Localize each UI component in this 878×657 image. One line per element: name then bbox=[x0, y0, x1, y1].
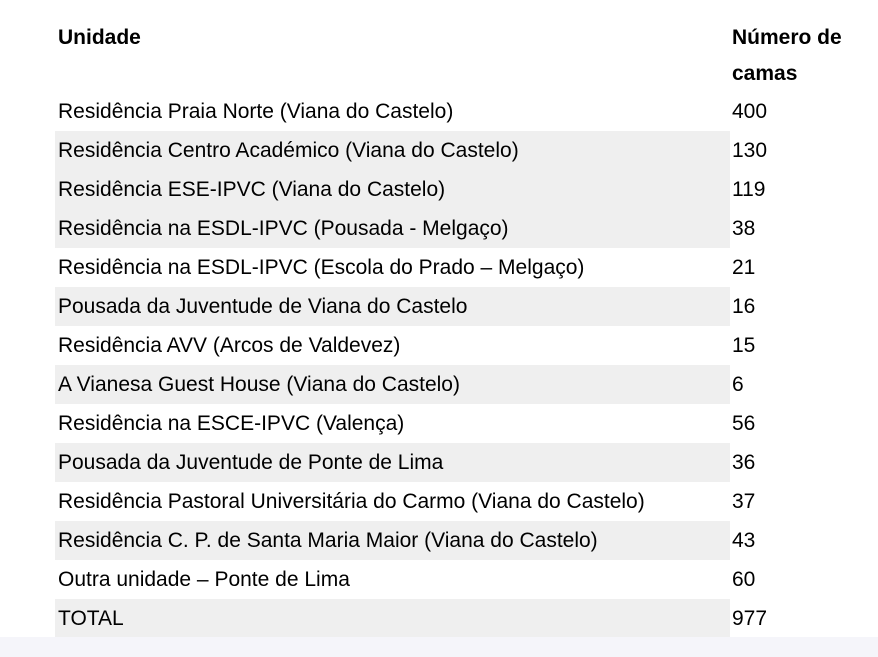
table-row: Outra unidade – Ponte de Lima 60 bbox=[55, 560, 855, 599]
table-row: Residência Praia Norte (Viana do Castelo… bbox=[55, 92, 855, 131]
unit-cell: Residência AVV (Arcos de Valdevez) bbox=[55, 326, 730, 365]
beds-cell: 21 bbox=[730, 248, 855, 287]
table-row: A Vianesa Guest House (Viana do Castelo)… bbox=[55, 365, 855, 404]
header-row: Unidade Número de camas bbox=[55, 20, 855, 92]
table-row: Pousada da Juventude de Ponte de Lima 36 bbox=[55, 443, 855, 482]
unit-cell: Residência na ESDL-IPVC (Pousada - Melga… bbox=[55, 209, 730, 248]
unit-cell: Residência na ESDL-IPVC (Escola do Prado… bbox=[55, 248, 730, 287]
unit-cell: A Vianesa Guest House (Viana do Castelo) bbox=[55, 365, 730, 404]
unit-cell: TOTAL bbox=[55, 599, 730, 638]
beds-table: Unidade Número de camas Residência Praia… bbox=[55, 20, 855, 638]
table-header: Unidade Número de camas bbox=[55, 20, 855, 92]
beds-cell: 130 bbox=[730, 131, 855, 170]
table-row: Residência C. P. de Santa Maria Maior (V… bbox=[55, 521, 855, 560]
beds-cell: 400 bbox=[730, 92, 855, 131]
table-row: Residência ESE-IPVC (Viana do Castelo) 11… bbox=[55, 170, 855, 209]
table-body: Residência Praia Norte (Viana do Castelo… bbox=[55, 92, 855, 638]
table-row: Residência na ESDL-IPVC (Pousada - Melga… bbox=[55, 209, 855, 248]
table-row: Pousada da Juventude de Viana do Castelo… bbox=[55, 287, 855, 326]
table-row: Residência Pastoral Universitária do Car… bbox=[55, 482, 855, 521]
table-row: Residência na ESDL-IPVC (Escola do Prado… bbox=[55, 248, 855, 287]
table-row: Residência AVV (Arcos de Valdevez) 15 bbox=[55, 326, 855, 365]
beds-cell: 60 bbox=[730, 560, 855, 599]
table-row: Residência na ESCE-IPVC (Valença) 56 bbox=[55, 404, 855, 443]
unit-cell: Outra unidade – Ponte de Lima bbox=[55, 560, 730, 599]
beds-cell: 977 bbox=[730, 599, 855, 638]
beds-cell: 56 bbox=[730, 404, 855, 443]
column-header-numero-de-camas: Número de camas bbox=[730, 20, 855, 92]
beds-cell: 37 bbox=[730, 482, 855, 521]
unit-cell: Residência Praia Norte (Viana do Castelo… bbox=[55, 92, 730, 131]
unit-cell: Residência C. P. de Santa Maria Maior (V… bbox=[55, 521, 730, 560]
unit-cell: Pousada da Juventude de Viana do Castelo bbox=[55, 287, 730, 326]
unit-cell: Residência na ESCE-IPVC (Valença) bbox=[55, 404, 730, 443]
beds-cell: 15 bbox=[730, 326, 855, 365]
beds-cell: 43 bbox=[730, 521, 855, 560]
table-row: Residência Centro Académico (Viana do Ca… bbox=[55, 131, 855, 170]
beds-cell: 6 bbox=[730, 365, 855, 404]
beds-cell: 36 bbox=[730, 443, 855, 482]
unit-cell: Residência ESE-IPVC (Viana do Castelo) bbox=[55, 170, 730, 209]
beds-cell: 38 bbox=[730, 209, 855, 248]
beds-cell: 119 bbox=[730, 170, 855, 209]
column-header-unidade: Unidade bbox=[55, 20, 730, 92]
unit-cell: Residência Centro Académico (Viana do Ca… bbox=[55, 131, 730, 170]
table-row: TOTAL 977 bbox=[55, 599, 855, 638]
unit-cell: Residência Pastoral Universitária do Car… bbox=[55, 482, 730, 521]
page-footer-strip bbox=[0, 637, 878, 657]
beds-cell: 16 bbox=[730, 287, 855, 326]
unit-cell: Pousada da Juventude de Ponte de Lima bbox=[55, 443, 730, 482]
